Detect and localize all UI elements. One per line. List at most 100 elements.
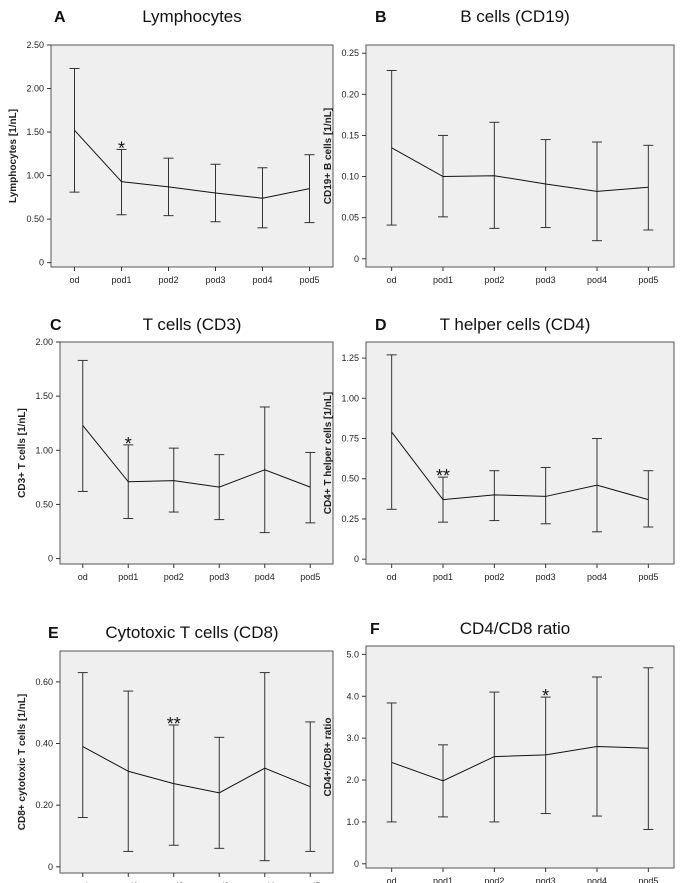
x-tick-label-pod2: pod2 <box>164 881 184 883</box>
y-tick-label: 0.40 <box>35 739 53 749</box>
chart-title: CD4/CD8 ratio <box>460 619 571 638</box>
y-axis-label: CD8+ cytotoxic T cells [1/nL] <box>17 694 28 830</box>
y-tick-label: 0.15 <box>341 130 359 140</box>
x-tick-label-pod2: pod2 <box>484 275 504 285</box>
plot-area <box>50 44 334 268</box>
y-tick-label: 2.50 <box>26 40 44 50</box>
panel-c: C T cells (CD3) 0 0.50 1.00 1.50 2.00 od pod1 pod… <box>17 315 334 582</box>
x-tick-label-pod5: pod5 <box>638 876 658 883</box>
panel-letter: C <box>50 317 62 334</box>
x-tick-label-pod1: pod1 <box>118 881 138 883</box>
x-tick-label-pod4: pod4 <box>255 572 275 582</box>
significance-marker: ** <box>436 466 450 486</box>
y-tick-label: 1.0 <box>346 817 359 827</box>
x-tick-label-od: od <box>387 876 397 883</box>
x-tick-label-od: od <box>78 881 88 883</box>
mean-line <box>391 431 649 501</box>
y-tick-label: 0.05 <box>341 213 359 223</box>
y-axis-label: CD3+ T cells [1/nL] <box>17 408 28 498</box>
x-tick-label-od: od <box>69 275 79 285</box>
x-tick-label-pod3: pod3 <box>209 881 229 883</box>
x-tick-label-pod2: pod2 <box>164 572 184 582</box>
plot-area <box>365 341 675 565</box>
y-tick-label: 0.20 <box>35 800 53 810</box>
chart-title: Cytotoxic T cells (CD8) <box>105 623 278 642</box>
significance-marker: * <box>542 686 549 706</box>
mean-line <box>391 746 649 782</box>
y-tick-label: 0.60 <box>35 677 53 687</box>
x-tick-label-pod4: pod4 <box>252 275 272 285</box>
y-tick-label: 0.75 <box>341 434 359 444</box>
mean-line <box>391 147 649 192</box>
panel-e: E Cytotoxic T cells (CD8) 0 0.20 0.40 0.60 od p… <box>17 623 334 883</box>
panel-f: F CD4/CD8 ratio 0 1.0 2.0 3.0 4.0 5.0 od pod1 pod2… <box>323 619 675 883</box>
x-tick-label-pod1: pod1 <box>111 275 131 285</box>
x-tick-label-pod1: pod1 <box>433 275 453 285</box>
x-tick-label-pod2: pod2 <box>484 876 504 883</box>
plot-area <box>59 650 334 874</box>
x-tick-label-pod5: pod5 <box>638 572 658 582</box>
y-axis-label: Lymphocytes [1/nL] <box>8 109 19 203</box>
y-tick-label: 0 <box>48 554 53 564</box>
y-axis-label: CD4+ T helper cells [1/nL] <box>323 392 334 515</box>
significance-marker: * <box>118 138 125 158</box>
y-tick-label: 1.00 <box>341 393 359 403</box>
x-tick-label-od: od <box>387 572 397 582</box>
y-tick-label: 1.00 <box>35 445 53 455</box>
y-axis-label: CD19+ B cells [1/nL] <box>323 108 334 204</box>
x-tick-label-pod5: pod5 <box>300 881 320 883</box>
x-tick-label-pod4: pod4 <box>587 275 607 285</box>
x-tick-label-od: od <box>387 275 397 285</box>
panel-letter: E <box>48 625 59 642</box>
y-tick-label: 0.10 <box>341 172 359 182</box>
x-tick-label-pod5: pod5 <box>638 275 658 285</box>
significance-marker: * <box>125 434 132 454</box>
panel-letter: A <box>54 9 66 26</box>
plot-area <box>365 645 675 869</box>
x-tick-label-pod1: pod1 <box>433 572 453 582</box>
x-tick-label-pod2: pod2 <box>484 572 504 582</box>
y-tick-label: 0.50 <box>35 499 53 509</box>
y-tick-label: 0.25 <box>341 48 359 58</box>
y-axis-label: CD4+/CD8+ ratio <box>323 718 334 797</box>
panel-letter: D <box>375 317 387 334</box>
chart-title: T cells (CD3) <box>143 315 242 334</box>
y-tick-label: 1.00 <box>26 171 44 181</box>
y-tick-label: 0 <box>39 258 44 268</box>
panel-letter: F <box>370 621 380 638</box>
y-tick-label: 2.00 <box>35 337 53 347</box>
x-tick-label-pod3: pod3 <box>209 572 229 582</box>
chart-title: B cells (CD19) <box>460 7 570 26</box>
x-tick-label-pod4: pod4 <box>255 881 275 883</box>
panel-b: B B cells (CD19) 0 0.05 0.10 0.15 0.20 0.25 od po… <box>323 7 675 285</box>
y-tick-label: 2.0 <box>346 775 359 785</box>
x-tick-label-pod2: pod2 <box>158 275 178 285</box>
y-tick-label: 0.50 <box>341 474 359 484</box>
y-tick-label: 0.25 <box>341 514 359 524</box>
y-tick-label: 0 <box>354 254 359 264</box>
y-tick-label: 3.0 <box>346 733 359 743</box>
panel-letter: B <box>375 9 387 26</box>
x-tick-label-pod5: pod5 <box>300 572 320 582</box>
y-tick-label: 0.50 <box>26 214 44 224</box>
x-tick-label-pod1: pod1 <box>118 572 138 582</box>
y-tick-label: 1.50 <box>35 391 53 401</box>
x-tick-label-od: od <box>78 572 88 582</box>
x-tick-label-pod4: pod4 <box>587 572 607 582</box>
y-tick-label: 1.50 <box>26 127 44 137</box>
panel-a: A Lymphocytes 0 0.50 1.00 1.50 2.00 2.50 od pod1 p… <box>8 7 334 285</box>
chart-title: Lymphocytes <box>142 7 242 26</box>
y-tick-label: 2.00 <box>26 84 44 94</box>
panel-d: D T helper cells (CD4) 0 0.25 0.50 0.75 1.00 1.… <box>323 315 675 582</box>
y-tick-label: 5.0 <box>346 649 359 659</box>
significance-marker: ** <box>167 714 181 734</box>
x-tick-label-pod3: pod3 <box>536 572 556 582</box>
y-tick-label: 0 <box>48 862 53 872</box>
y-tick-label: 0 <box>354 554 359 564</box>
plot-area <box>365 44 675 268</box>
y-tick-label: 4.0 <box>346 691 359 701</box>
x-tick-label-pod5: pod5 <box>299 275 319 285</box>
chart-title: T helper cells (CD4) <box>440 315 591 334</box>
mean-line <box>82 425 311 488</box>
